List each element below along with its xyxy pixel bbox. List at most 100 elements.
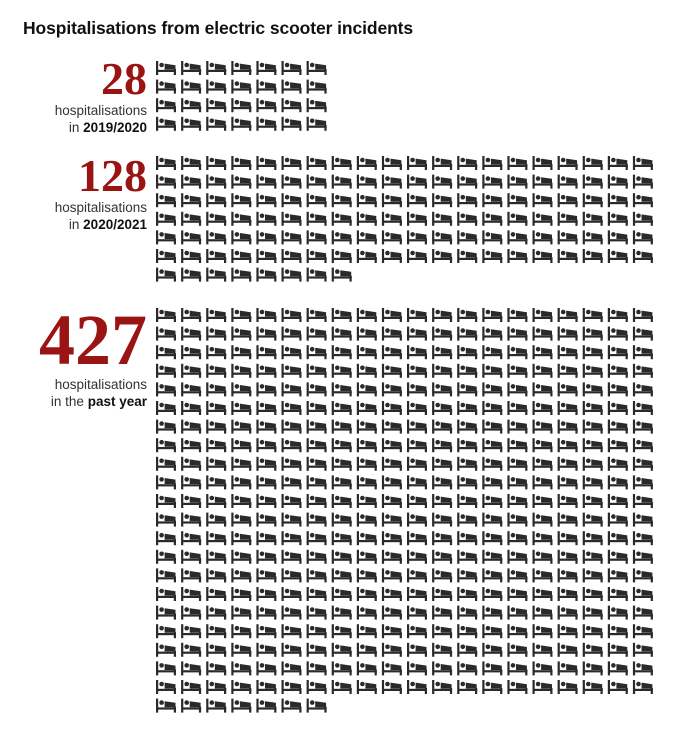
hospital-bed-icon <box>256 267 277 282</box>
period-label: 2020/2021 <box>83 217 147 232</box>
hospital-bed-icon <box>231 116 252 131</box>
hospital-bed-icon <box>281 363 302 378</box>
count-value: 128 <box>78 150 147 201</box>
hospital-bed-icon <box>381 587 402 601</box>
hospital-bed-icon <box>356 624 377 639</box>
hospital-bed-icon <box>457 456 478 471</box>
hospital-bed-icon <box>331 345 352 360</box>
hospital-bed-icon <box>607 531 628 546</box>
hospital-bed-icon <box>256 308 277 322</box>
hospital-bed-icon <box>457 174 478 189</box>
hospital-bed-icon <box>407 605 427 620</box>
hospital-bed-icon <box>206 267 227 282</box>
hospital-bed-icon <box>356 363 377 378</box>
hospital-bed-icon <box>632 363 653 378</box>
hospital-bed-icon <box>607 326 628 341</box>
hospital-bed-icon <box>407 624 427 639</box>
hospital-bed-icon <box>507 587 528 601</box>
hospital-bed-icon <box>306 494 327 508</box>
hospital-bed-icon <box>181 156 202 170</box>
hospital-bed-icon <box>181 624 202 639</box>
hospital-bed-icon <box>582 549 603 564</box>
hospital-bed-icon <box>632 661 653 676</box>
hospital-bed-icon <box>532 419 553 434</box>
hospital-bed-icon <box>607 568 628 583</box>
hospital-bed-icon <box>181 308 202 322</box>
hospital-bed-icon <box>607 363 628 378</box>
hospital-bed-icon <box>557 624 578 639</box>
hospital-bed-icon <box>256 61 277 75</box>
caption-line-1: hospitalisations <box>54 377 147 392</box>
hospital-bed-icon <box>356 211 377 226</box>
hospital-bed-icon <box>532 230 553 245</box>
hospital-bed-icon <box>206 549 227 564</box>
hospital-bed-icon <box>331 568 352 583</box>
hospital-bed-icon <box>256 249 277 263</box>
hospital-bed-icon <box>156 401 176 415</box>
hospital-bed-icon <box>306 193 327 208</box>
hospital-bed-icon <box>482 156 503 170</box>
hospital-bed-icon <box>482 419 503 434</box>
hospital-bed-icon <box>557 230 578 245</box>
hospital-bed-icon <box>432 308 453 322</box>
hospital-bed-icon <box>632 549 653 564</box>
hospital-bed-icon <box>557 326 578 341</box>
hospital-bed-icon <box>632 308 653 322</box>
hospital-bed-icon <box>557 174 578 189</box>
hospital-bed-icon <box>356 174 377 189</box>
hospital-bed-icon <box>457 624 478 639</box>
hospital-bed-icon <box>457 531 478 546</box>
hospital-bed-icon <box>306 267 327 282</box>
hospital-bed-icon <box>156 419 176 434</box>
hospital-bed-icon <box>231 587 252 601</box>
hospital-bed-icon <box>407 568 427 583</box>
hospital-bed-icon <box>557 382 578 397</box>
hospital-bed-icon <box>432 624 453 639</box>
hospital-bed-icon <box>381 475 402 490</box>
hospital-bed-icon <box>356 680 377 694</box>
hospital-bed-icon <box>306 419 327 434</box>
hospital-bed-icon <box>507 456 528 471</box>
hospital-bed-icon <box>181 98 202 113</box>
hospital-bed-icon <box>557 549 578 564</box>
hospital-bed-icon <box>632 419 653 434</box>
hospital-bed-icon <box>482 605 503 620</box>
hospital-bed-icon <box>306 680 327 694</box>
hospital-bed-icon <box>206 116 227 131</box>
hospital-bed-icon <box>432 174 453 189</box>
hospital-bed-icon <box>281 61 302 75</box>
hospital-bed-icon <box>331 587 352 601</box>
hospital-bed-icon <box>206 531 227 546</box>
hospital-bed-icon <box>306 587 327 601</box>
hospital-bed-icon <box>457 605 478 620</box>
hospital-bed-icon <box>356 345 377 360</box>
hospital-bed-icon <box>457 345 478 360</box>
hospital-bed-icon <box>381 345 402 360</box>
hospital-bed-icon <box>181 680 202 694</box>
hospital-bed-icon <box>557 456 578 471</box>
hospital-bed-icon <box>582 475 603 490</box>
hospital-bed-icon <box>156 267 176 282</box>
hospital-bed-icon <box>482 249 503 263</box>
hospital-bed-icon <box>632 680 653 694</box>
hospital-bed-icon <box>306 698 327 713</box>
hospital-bed-icon <box>181 326 202 341</box>
hospital-bed-icon <box>632 475 653 490</box>
hospital-bed-icon <box>432 345 453 360</box>
hospital-bed-icon <box>381 211 402 226</box>
hospital-bed-icon <box>432 230 453 245</box>
hospital-bed-icon <box>281 249 302 263</box>
hospital-bed-icon <box>206 345 227 360</box>
hospital-bed-icon <box>281 211 302 226</box>
hospital-bed-icon <box>331 456 352 471</box>
hospital-bed-icon <box>582 156 603 170</box>
hospital-bed-icon <box>582 308 603 322</box>
hospital-bed-icon <box>331 531 352 546</box>
hospital-bed-icon <box>356 512 377 527</box>
hospital-bed-icon <box>457 401 478 415</box>
hospital-bed-icon <box>231 363 252 378</box>
hospital-bed-icon <box>206 494 227 508</box>
hospital-bed-icon <box>582 494 603 508</box>
hospital-bed-icon <box>281 308 302 322</box>
hospital-bed-icon <box>331 382 352 397</box>
